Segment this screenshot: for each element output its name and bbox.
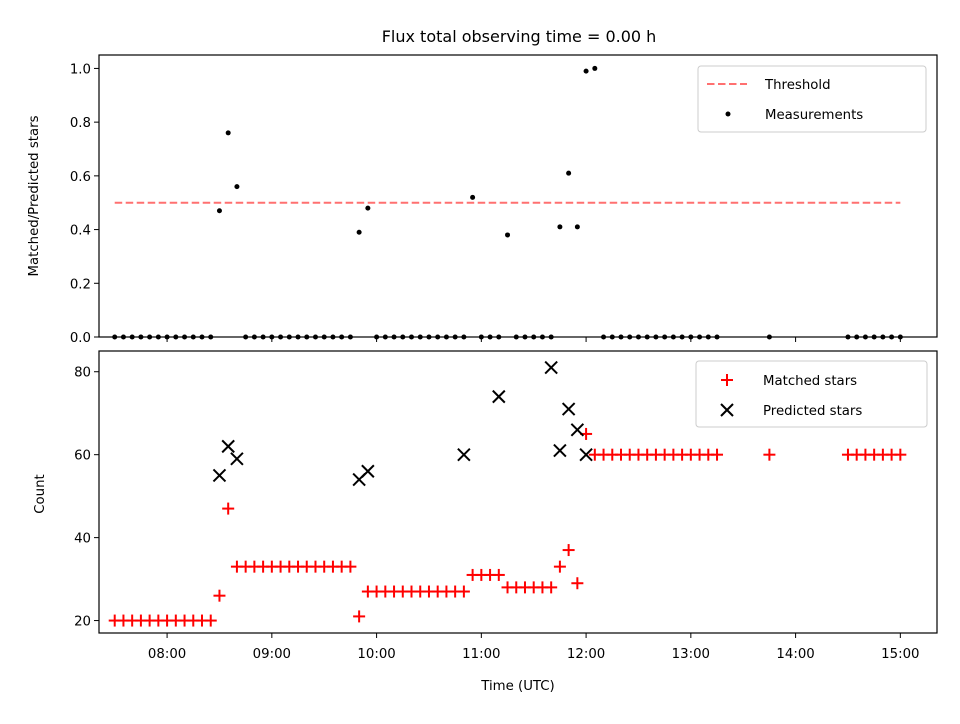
matched-point [763, 448, 776, 461]
legend-predicted-label: Predicted stars [763, 404, 862, 419]
matched-point [344, 560, 357, 573]
measurement-point [592, 65, 598, 71]
bottom-legend: Matched stars Predicted stars [695, 360, 928, 428]
top-y-axis-label: Matched/Predicted stars [27, 115, 42, 276]
matched-points [108, 427, 907, 627]
predicted-point [221, 439, 235, 454]
measurement-point [225, 130, 231, 136]
bottom-y-axis-label: Count [33, 474, 48, 514]
predicted-points [212, 360, 593, 487]
bottom-y-tick-label: 40 [74, 532, 91, 547]
measurement-point [216, 208, 222, 214]
legend-matched-swatch [721, 374, 733, 386]
bottom-x-ticks: 08:00 09:00 10:00 11:00 12:00 13:00 14:00 15:00 [148, 633, 920, 662]
chart-title: Flux total observing time = 0.00 h [382, 27, 657, 46]
top-plot-frame [98, 54, 938, 338]
predicted-point [230, 452, 244, 466]
predicted-point [457, 447, 471, 462]
matched-point [222, 502, 235, 515]
legend-threshold-label: Threshold [764, 78, 831, 93]
top-y-tick-label: 0.2 [70, 277, 91, 292]
x-tick-label: 08:00 [148, 647, 186, 662]
top-y-ticks: 0.0 0.2 0.4 0.6 0.8 1.0 [70, 62, 99, 346]
top-panel: 0.0 0.2 0.4 0.6 0.8 1.0 Matched/Predicted sta… [27, 54, 938, 346]
top-y-tick-label: 0.4 [70, 224, 91, 239]
x-tick-label: 15:00 [881, 647, 919, 662]
x-tick-label: 12:00 [567, 647, 605, 662]
matched-point [492, 568, 505, 581]
measurement-point [557, 224, 563, 230]
x-tick-label: 11:00 [462, 647, 500, 662]
bottom-y-tick-label: 20 [74, 615, 91, 630]
matched-point [711, 448, 724, 461]
measurement-point [365, 205, 371, 211]
predicted-point [570, 423, 585, 437]
bottom-y-ticks: 20 40 60 80 [74, 366, 99, 630]
x-tick-label: 13:00 [672, 647, 710, 662]
bottom-panel: 20 40 60 80 08:00 09:00 10:00 11:00 12:00 13:00 1… [33, 350, 938, 694]
predicted-point [492, 389, 506, 404]
matched-point [571, 577, 584, 590]
legend-measurements-label: Measurements [765, 108, 863, 123]
measurement-point [505, 232, 511, 238]
measurement-point [566, 170, 572, 176]
bottom-y-tick-label: 60 [74, 449, 91, 464]
matched-point [457, 585, 470, 598]
predicted-point [212, 468, 227, 483]
legend-matched-label: Matched stars [763, 374, 857, 389]
measurement-point [356, 229, 362, 235]
measurement-point [583, 68, 589, 74]
predicted-point [544, 360, 558, 375]
measurement-point [470, 194, 476, 200]
predicted-point [361, 464, 375, 478]
matched-point [353, 610, 366, 623]
top-legend: Threshold Measurements [697, 65, 927, 133]
top-y-tick-label: 0.8 [70, 116, 91, 131]
matched-point [213, 589, 226, 602]
matched-point [204, 614, 217, 627]
bottom-y-tick-label: 80 [74, 366, 91, 381]
x-tick-label: 09:00 [253, 647, 291, 662]
matched-point [894, 448, 907, 461]
matched-point [545, 581, 558, 594]
predicted-point [579, 447, 593, 462]
bottom-plot-frame [98, 350, 938, 634]
measurement-point [234, 184, 240, 190]
legend-predicted-swatch [720, 403, 734, 417]
legend-measurements-swatch [725, 111, 731, 117]
x-tick-label: 14:00 [776, 647, 814, 662]
top-y-tick-label: 1.0 [70, 62, 91, 77]
predicted-point [561, 402, 576, 416]
matched-point [562, 544, 575, 557]
x-axis-label: Time (UTC) [480, 679, 555, 694]
predicted-point [553, 443, 567, 458]
x-tick-label: 10:00 [357, 647, 395, 662]
measurement-point [574, 224, 580, 230]
top-y-tick-label: 0.6 [70, 170, 91, 185]
matched-point [553, 560, 566, 573]
top-y-tick-label: 0.0 [70, 331, 91, 346]
